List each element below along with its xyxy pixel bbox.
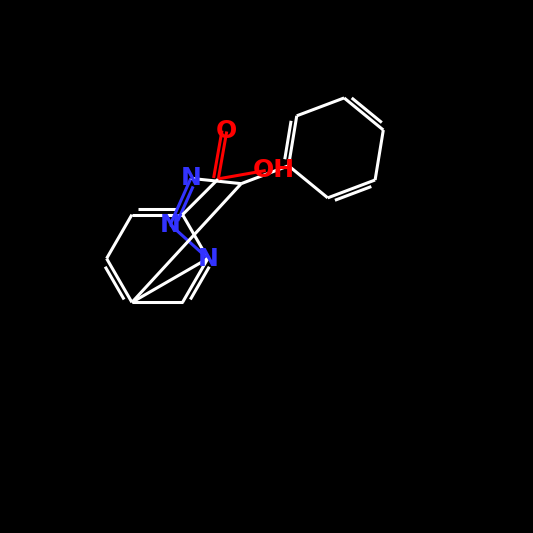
Text: N: N [160, 213, 181, 237]
Text: O: O [216, 119, 237, 143]
Text: N: N [197, 246, 219, 271]
Text: OH: OH [253, 158, 295, 182]
Text: N: N [180, 166, 201, 190]
